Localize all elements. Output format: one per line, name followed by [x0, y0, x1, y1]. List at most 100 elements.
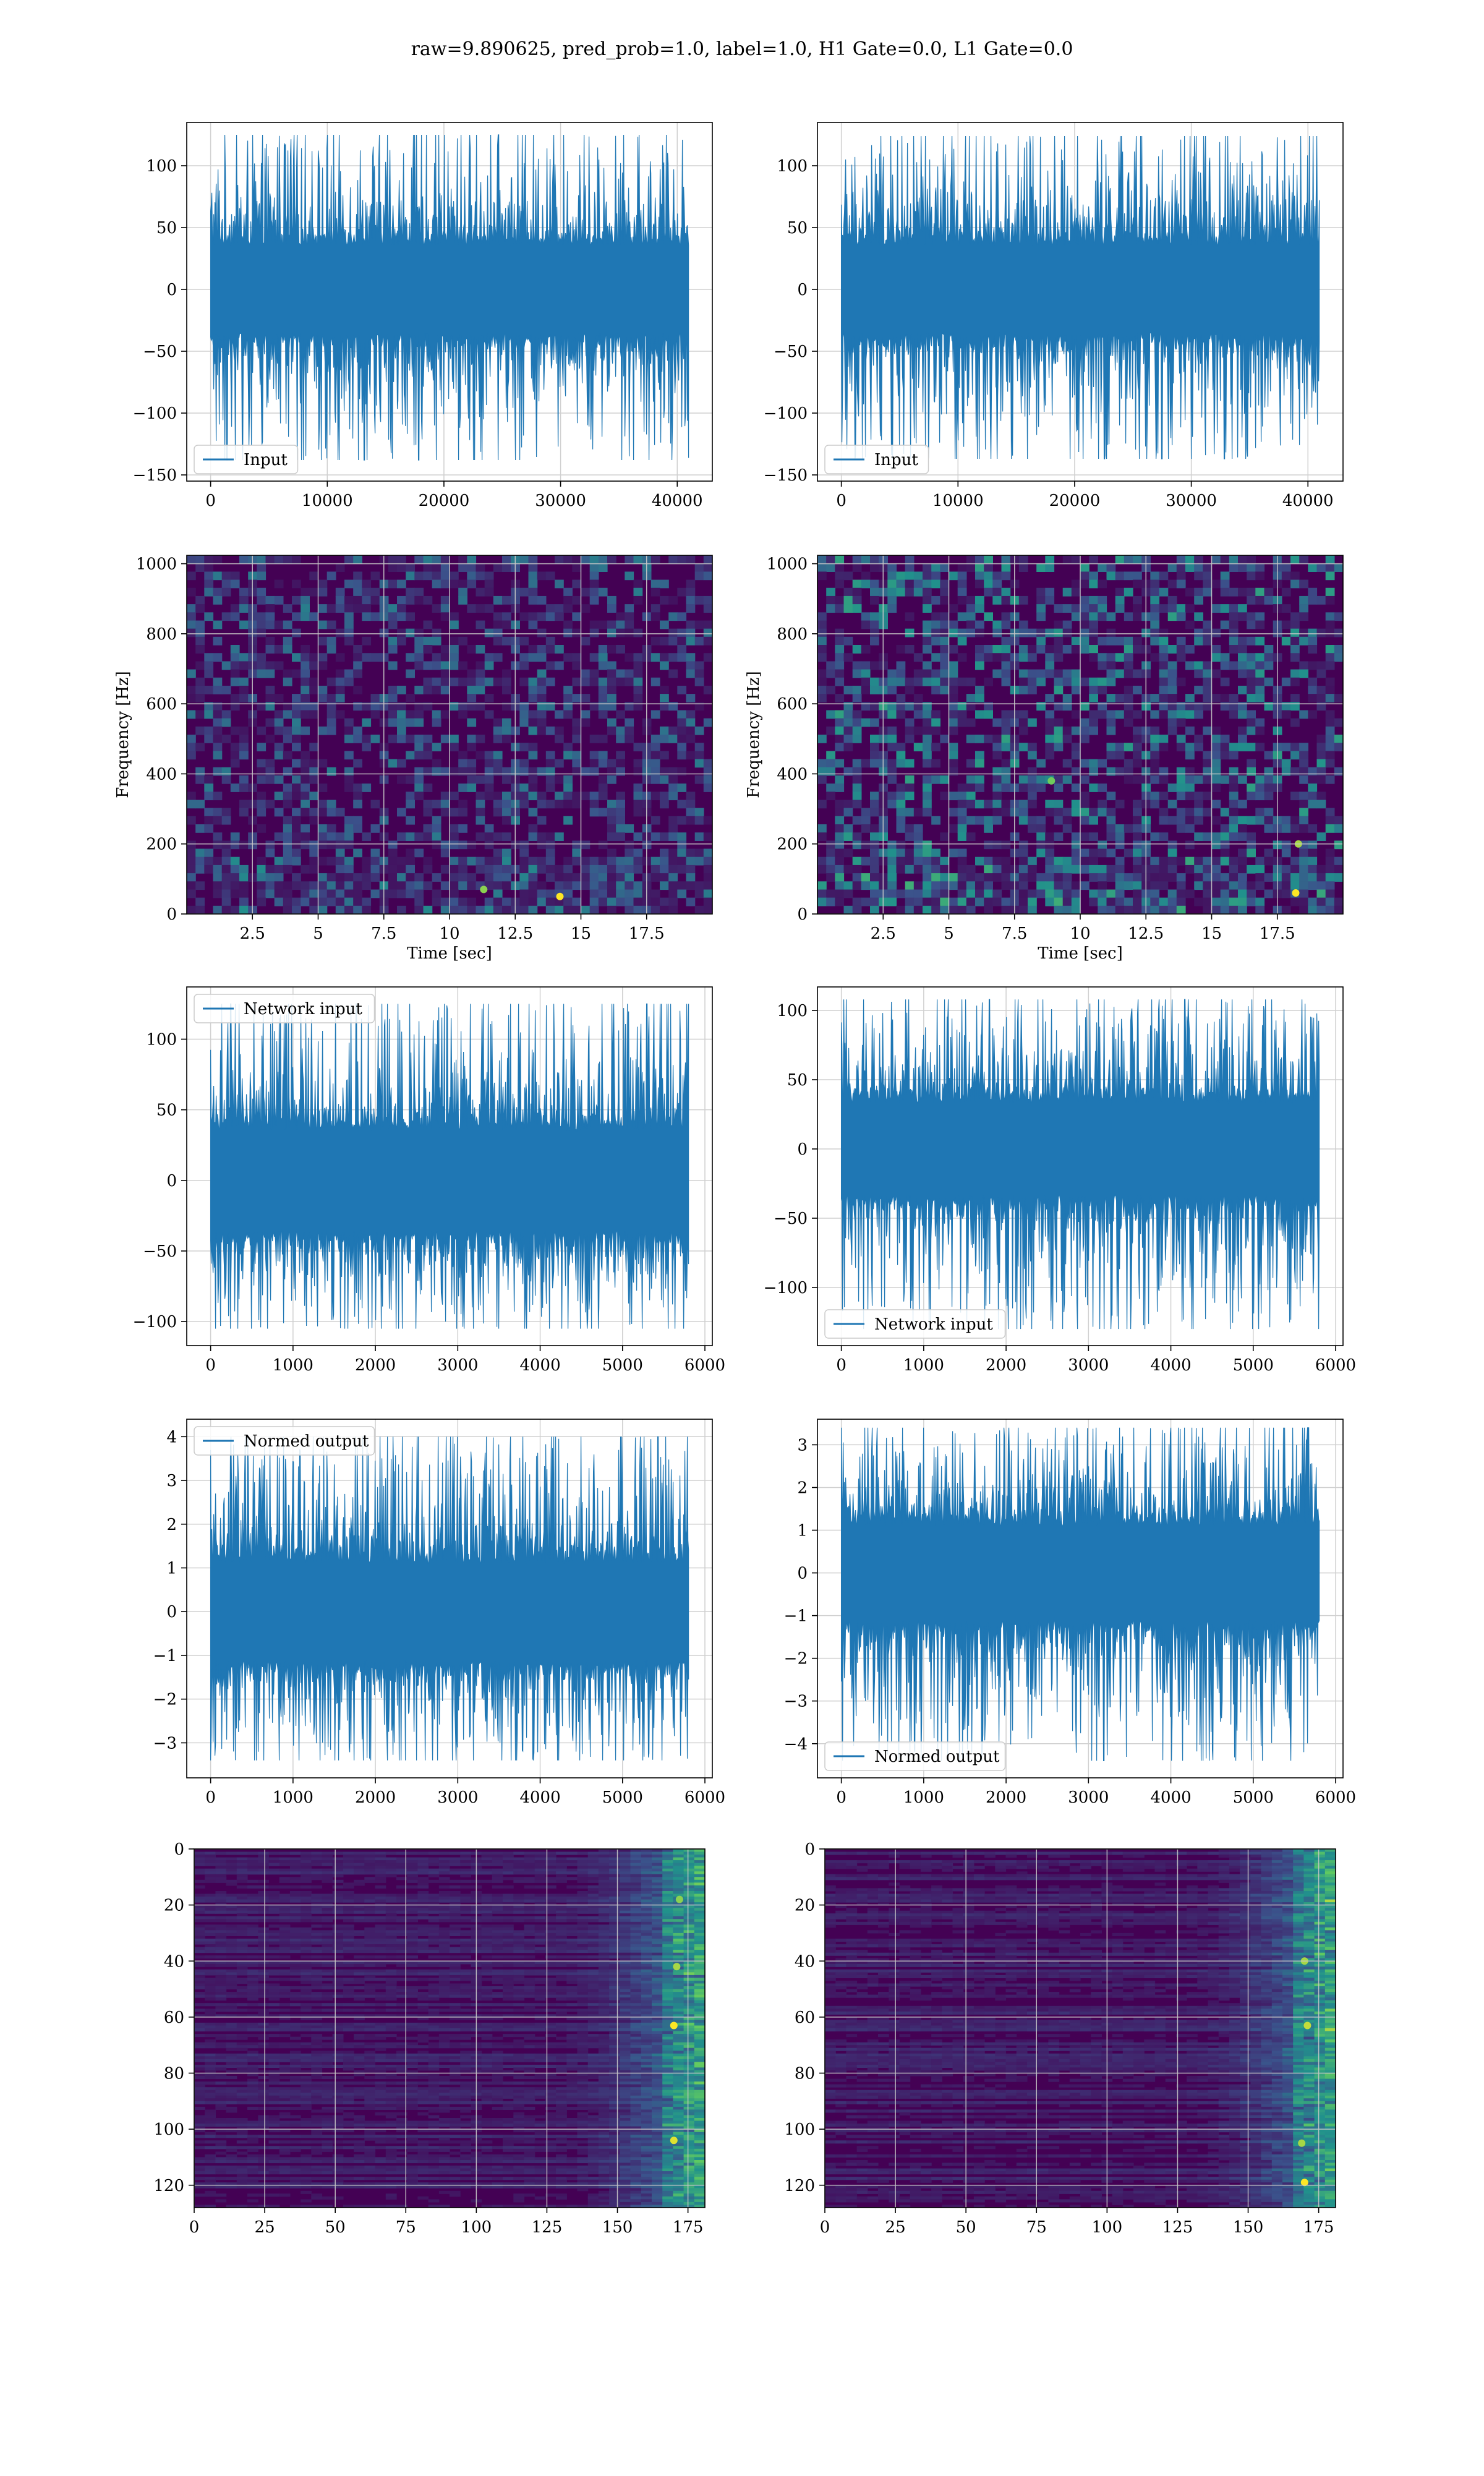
- l1-spectrogram-cell: [835, 629, 844, 638]
- h1-feature-map-cell: [311, 1874, 322, 1877]
- h1-feature-map-cell: [535, 1933, 546, 1936]
- h1-feature-map-cell: [269, 1860, 280, 1863]
- h1-spectrogram-cell: [292, 694, 301, 702]
- l1-spectrogram-cell: [1168, 898, 1177, 907]
- h1-spectrogram-cell: [266, 849, 275, 858]
- l1-spectrogram-cell: [949, 678, 958, 686]
- l1-spectrogram-cell: [1194, 670, 1203, 678]
- h1-feature-map-cell: [194, 1961, 205, 1964]
- h1-spectrogram-cell: [213, 792, 223, 800]
- h1-feature-map-cell: [205, 1863, 216, 1866]
- h1-spectrogram-cell: [301, 832, 310, 841]
- h1-spectrogram-cell: [563, 629, 573, 638]
- l1-spectrogram-cell: [1159, 743, 1169, 751]
- h1-spectrogram-cell: [572, 767, 581, 776]
- l1-spectrogram-cell: [1221, 702, 1230, 711]
- h1-feature-map-cell: [237, 1869, 248, 1872]
- h1-spectrogram-cell: [458, 596, 467, 605]
- h1-spectrogram-cell: [292, 808, 301, 817]
- h1-feature-map-cell: [269, 1900, 280, 1903]
- h1-feature-map-cell: [364, 1919, 375, 1922]
- l1-spectrogram-cell: [1185, 645, 1195, 654]
- h1-feature-map-cell: [354, 1880, 365, 1883]
- h1-spectrogram-cell: [441, 800, 450, 809]
- h1-spectrogram-cell: [695, 808, 704, 817]
- l1-spectrogram-cell: [905, 792, 915, 800]
- h1-spectrogram-cell: [344, 719, 354, 727]
- h1-network-input-ytick-label: −50: [143, 1242, 177, 1261]
- h1-feature-map-cell: [417, 1930, 429, 1933]
- l1-spectrogram-cell: [1299, 816, 1308, 825]
- l1-spectrogram-cell: [992, 735, 1002, 743]
- l1-spectrogram-cell: [1036, 824, 1046, 833]
- h1-feature-map-cell: [333, 1939, 344, 1942]
- h1-feature-map-cell: [279, 1860, 291, 1863]
- h1-spectrogram-cell: [668, 735, 678, 743]
- h1-spectrogram-cell: [529, 767, 538, 776]
- h1-feature-map-cell: [279, 1933, 291, 1936]
- l1-spectrogram-cell: [887, 792, 897, 800]
- l1-spectrogram-cell: [966, 621, 976, 630]
- l1-spectrogram-cell: [958, 890, 967, 899]
- l1-spectrogram-cell: [1203, 759, 1212, 768]
- h1-spectrogram-cell: [195, 563, 205, 572]
- h1-feature-map-cell: [311, 1930, 322, 1933]
- h1-spectrogram-cell: [616, 751, 625, 759]
- l1-spectrogram-cell: [853, 865, 862, 874]
- h1-spectrogram-cell: [213, 596, 223, 605]
- h1-spectrogram-cell: [283, 678, 292, 686]
- h1-feature-map-cell: [439, 1947, 450, 1950]
- h1-spectrogram-cell: [607, 686, 616, 694]
- h1-feature-map-cell: [662, 1855, 673, 1858]
- h1-feature-map-cell: [375, 1927, 386, 1931]
- l1-spectrogram-cell: [1326, 694, 1335, 702]
- h1-spectrogram-cell: [371, 873, 380, 882]
- l1-spectrogram-cell: [1168, 563, 1177, 572]
- h1-feature-map-cell: [513, 1877, 524, 1880]
- h1-feature-map-cell: [566, 1894, 578, 1897]
- h1-feature-map-cell: [333, 1927, 344, 1931]
- h1-spectrogram-cell: [607, 719, 616, 727]
- h1-feature-map-cell: [301, 1939, 312, 1942]
- h1-feature-map-cell: [354, 1863, 365, 1866]
- h1-spectrogram-cell: [529, 645, 538, 654]
- h1-feature-map-cell: [375, 1933, 386, 1936]
- h1-feature-map-cell: [439, 1900, 450, 1903]
- l1-spectrogram-cell: [1229, 865, 1239, 874]
- l1-spectrogram-hotspot: [1047, 777, 1055, 785]
- h1-input-series-line: [211, 135, 689, 460]
- h1-spectrogram-cell: [327, 702, 336, 711]
- h1-spectrogram-cell: [344, 678, 354, 686]
- l1-input-legend-label: Input: [874, 451, 918, 469]
- l1-spectrogram-cell: [1177, 571, 1186, 580]
- l1-network-input-xtick-label: 4000: [1150, 1356, 1191, 1375]
- h1-spectrogram-cell: [187, 629, 196, 638]
- h1-spectrogram-cell: [625, 849, 634, 858]
- h1-feature-map-cell: [343, 1852, 354, 1855]
- h1-spectrogram-cell: [599, 865, 608, 874]
- l1-spectrogram-cell: [1238, 645, 1247, 654]
- l1-input-ytick-label: −50: [774, 343, 808, 361]
- l1-spectrogram-cell: [984, 873, 993, 882]
- l1-spectrogram-cell: [853, 906, 862, 915]
- l1-spectrogram-cell: [1133, 865, 1142, 874]
- h1-feature-map-cell: [620, 1944, 631, 1947]
- l1-spectrogram-cell: [887, 857, 897, 866]
- l1-spectrogram-cell: [870, 824, 879, 833]
- l1-spectrogram-cell: [1124, 637, 1133, 646]
- l1-spectrogram-cell: [1019, 727, 1028, 735]
- l1-spectrogram-cell: [1019, 857, 1028, 866]
- l1-spectrogram-cell: [1212, 604, 1221, 613]
- h1-spectrogram-cell: [371, 849, 380, 858]
- l1-spectrogram-cell: [1115, 840, 1125, 849]
- h1-spectrogram-cell: [222, 898, 231, 907]
- l1-spectrogram-cell: [1326, 881, 1335, 890]
- l1-spectrogram-cell: [1185, 775, 1195, 784]
- l1-spectrogram-cell: [1133, 555, 1142, 564]
- h1-spectrogram-cell: [686, 604, 696, 613]
- h1-spectrogram-cell: [493, 678, 503, 686]
- h1-feature-map-cell: [652, 1869, 663, 1872]
- l1-spectrogram-cell: [958, 808, 967, 817]
- l1-spectrogram-cell: [1212, 800, 1221, 809]
- h1-spectrogram-cell: [546, 800, 555, 809]
